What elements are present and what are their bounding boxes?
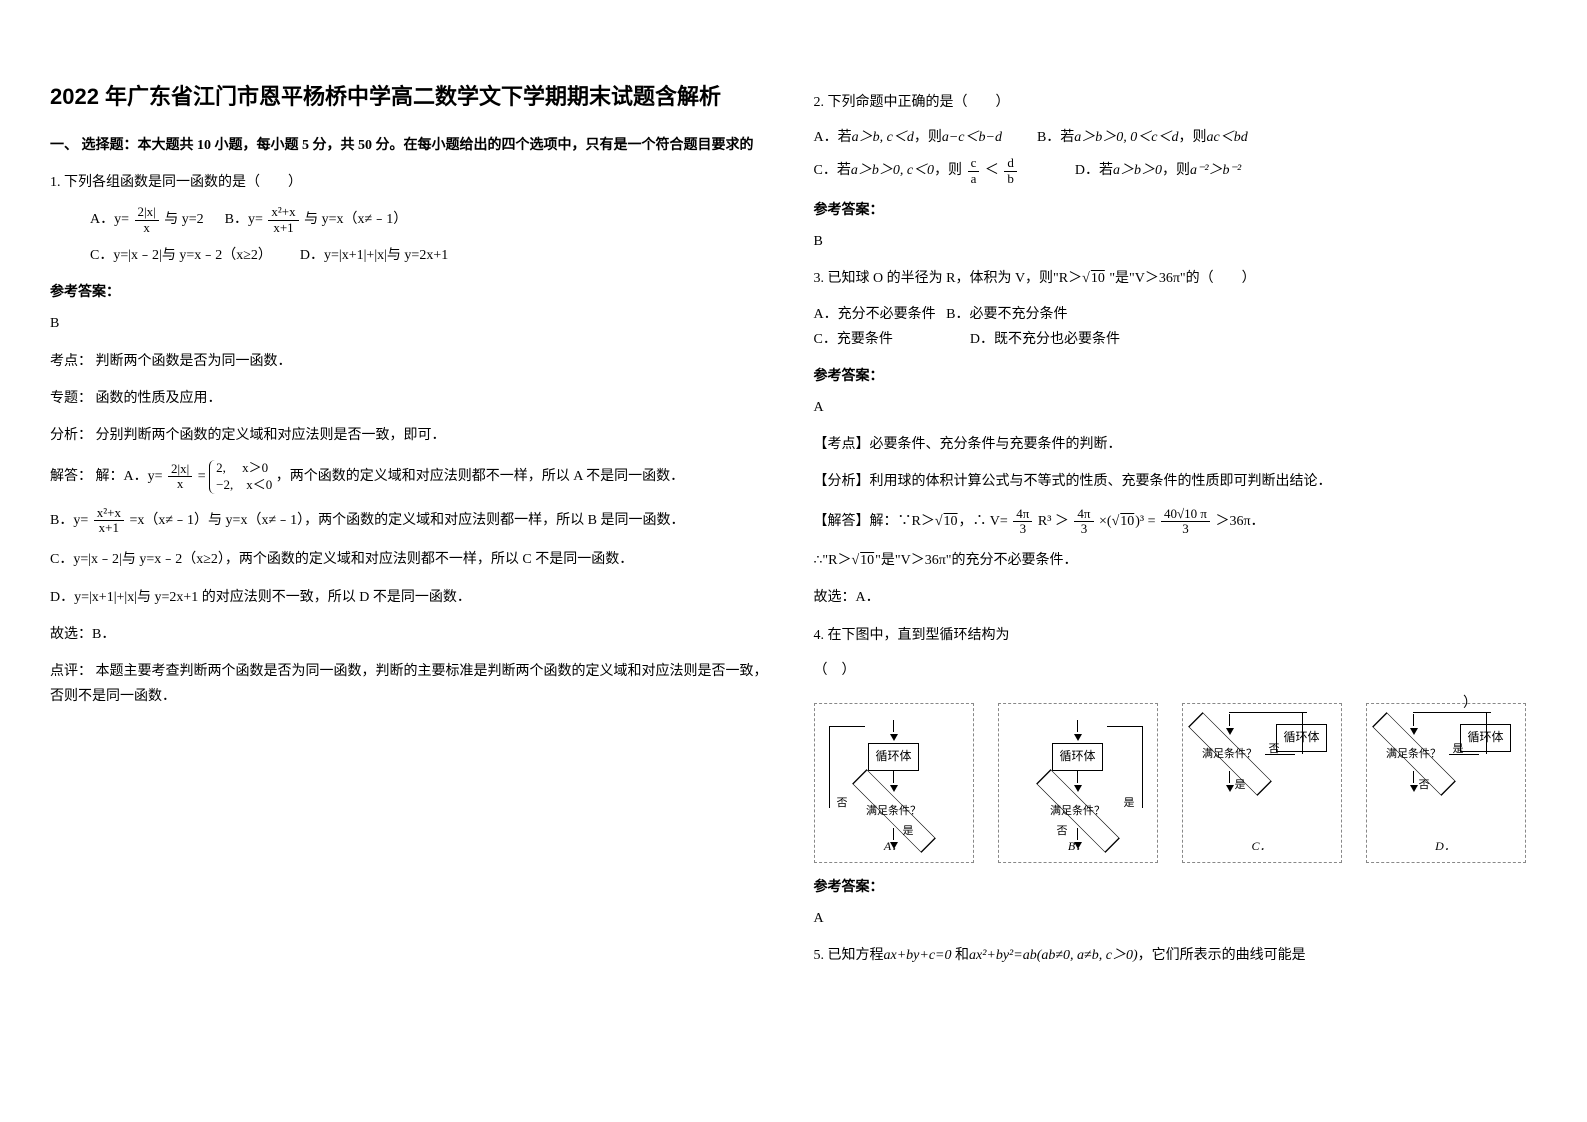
document-title: 2022 年广东省江门市恩平杨桥中学高二数学文下学期期末试题含解析 <box>50 80 774 113</box>
q3-answer-heading: 参考答案： <box>814 364 1538 389</box>
arrow-down-icon <box>890 785 898 792</box>
q1-fenxi: 分析： 分别判断两个函数的定义域和对应法则是否一致，即可． <box>50 423 774 448</box>
q2-answer: B <box>814 229 1538 254</box>
q1-expA-piecewise: 2, x＞0 −2, x＜0 <box>209 460 272 494</box>
right-column: 2. 下列命题中正确的是（ ） A．若a＞b, c＜d，则a−c＜b−d B．若… <box>814 80 1538 979</box>
flow-panel-c: 满足条件？ 循环体 否 是 C． <box>1182 703 1342 863</box>
q2-stem: 2. 下列命题中正确的是（ ） <box>814 90 1538 115</box>
q1-options-row2: C．y=|x﹣2|与 y=x﹣2（x≥2） D．y=|x+1|+|x|与 y=2… <box>90 243 774 268</box>
condition-a: 满足条件？ <box>859 794 929 828</box>
q4-answer: A <box>814 906 1538 931</box>
arrow-down-icon <box>1410 785 1418 792</box>
q3-line2: ∴"R＞√10"是"V＞36π"的充分不必要条件． <box>814 548 1538 573</box>
q2-c-frac1: ca <box>968 156 980 186</box>
q1-optA-pre: A．y= <box>90 212 129 227</box>
q1-exp-A: 解答： 解：A．y= 2|x| x = 2, x＞0 −2, x＜0 ，两个函数… <box>50 460 774 494</box>
q1-optB-frac: x²+x x+1 <box>268 205 298 235</box>
arrow-down-icon <box>1074 785 1082 792</box>
q1-stem: 1. 下列各组函数是同一函数的是（ ） <box>50 170 774 195</box>
q1-expA-frac: 2|x| x <box>168 462 192 492</box>
q1-zhuanti: 专题： 函数的性质及应用． <box>50 386 774 411</box>
page-root: 2022 年广东省江门市恩平杨桥中学高二数学文下学期期末试题含解析 一、 选择题… <box>0 0 1587 1019</box>
q1-comment: 点评： 本题主要考查判断两个函数是否为同一函数，判断的主要标准是判断两个函数的定… <box>50 659 774 709</box>
label-no-d: 否 <box>1419 776 1430 796</box>
q2-answer-heading: 参考答案： <box>814 198 1538 223</box>
q1-optB-pre: B．y= <box>225 212 263 227</box>
q1-kaodian: 考点： 判断两个函数是否为同一函数． <box>50 349 774 374</box>
q1-optA-frac: 2|x| x <box>135 205 159 235</box>
flow-panel-d: 满足条件？ 循环体 是 否 D． <box>1366 703 1526 863</box>
condition-c: 满足条件？ <box>1195 737 1265 771</box>
q1-expB-frac: x²+x x+1 <box>94 506 124 536</box>
label-no-a: 否 <box>837 794 848 814</box>
q2-row1: A．若a＞b, c＜d，则a−c＜b−d B．若a＞b＞0, 0＜c＜d，则ac… <box>814 125 1538 150</box>
q1-optC: C．y=|x﹣2|与 y=x﹣2（x≥2） <box>90 248 272 263</box>
q4-figure-wrap: ） 循环体 满足条件？ 否 是 <box>814 703 1538 863</box>
left-column: 2022 年广东省江门市恩平杨桥中学高二数学文下学期期末试题含解析 一、 选择题… <box>50 80 774 979</box>
arrow-down-icon <box>1074 734 1082 741</box>
loop-body-a: 循环体 <box>868 743 918 771</box>
q3-select: 故选：A． <box>814 585 1538 610</box>
q2-c-frac2: db <box>1004 156 1017 186</box>
q1-exp-select: 故选：B． <box>50 622 774 647</box>
q1-exp-C: C．y=|x﹣2|与 y=x﹣2（x≥2），两个函数的定义域和对应法则都不一样，… <box>50 547 774 572</box>
q1-options-row1: A．y= 2|x| x 与 y=2 B．y= x²+x x+1 与 y=x（x≠… <box>90 205 774 235</box>
panel-label-c: C． <box>1251 836 1271 858</box>
panel-label-a: A． <box>884 836 903 858</box>
q3-fenxi: 【分析】利用球的体积计算公式与不等式的性质、充要条件的性质即可判断出结论． <box>814 469 1538 494</box>
q5-stem: 5. 已知方程ax+by+c=0 和ax²+by²=ab(ab≠0, a≠b, … <box>814 943 1538 968</box>
label-yes-d: 是 <box>1453 740 1464 760</box>
q3-stem: 3. 已知球 O 的半径为 R，体积为 V，则"R＞√10 "是"V＞36π"的… <box>814 266 1538 291</box>
q3-options: A．充分不必要条件 B．必要不充分条件 C．充要条件 D．既不充分也必要条件 <box>814 302 1538 352</box>
q3-solve: 【解答】解：∵R＞√10，∴ V= 4π3 R³ ＞ 4π3 ×(√10)³ =… <box>814 507 1538 537</box>
q4-paren: （ ） <box>814 658 1538 683</box>
q1-answer: B <box>50 311 774 336</box>
q1-answer-heading: 参考答案： <box>50 280 774 305</box>
loop-body-b: 循环体 <box>1052 743 1102 771</box>
q4-flowcharts: 循环体 满足条件？ 否 是 A． <box>814 703 1538 863</box>
section-1-heading: 一、 选择题：本大题共 10 小题，每小题 5 分，共 50 分。在每小题给出的… <box>50 133 774 158</box>
arrow-down-icon <box>890 734 898 741</box>
label-no-c: 否 <box>1269 740 1280 760</box>
q1-optA-post: 与 y=2 <box>164 212 203 227</box>
q4-stem: 4. 在下图中，直到型循环结构为 <box>814 623 1538 648</box>
q1-options: A．y= 2|x| x 与 y=2 B．y= x²+x x+1 与 y=x（x≠… <box>90 205 774 268</box>
condition-d: 满足条件？ <box>1379 737 1449 771</box>
q2-row2: C．若a＞b＞0, c＜0，则 ca ＜ db D．若a＞b＞0，则a⁻²＞b⁻… <box>814 156 1538 186</box>
arrow-down-icon <box>1226 728 1234 735</box>
flow-panel-b: 循环体 满足条件？ 是 否 B． <box>998 703 1158 863</box>
q3-answer: A <box>814 395 1538 420</box>
q1-optB-post: 与 y=x（x≠﹣1） <box>304 212 407 227</box>
label-yes-b: 是 <box>1124 794 1135 814</box>
q2-options: A．若a＞b, c＜d，则a−c＜b−d B．若a＞b＞0, 0＜c＜d，则ac… <box>814 125 1538 186</box>
arrow-down-icon <box>1410 728 1418 735</box>
q4-answer-heading: 参考答案： <box>814 875 1538 900</box>
q1-exp-D: D．y=|x+1|+|x|与 y=2x+1 的对应法则不一致，所以 D 不是同一… <box>50 585 774 610</box>
q1-exp-B: B．y= x²+x x+1 =x（x≠﹣1）与 y=x（x≠﹣1），两个函数的定… <box>50 506 774 536</box>
label-yes-c: 是 <box>1235 776 1246 796</box>
q3-kaodian: 【考点】必要条件、充分条件与充要条件的判断． <box>814 432 1538 457</box>
panel-label-d: D． <box>1435 836 1456 858</box>
condition-b: 满足条件？ <box>1043 794 1113 828</box>
arrow-down-icon <box>1226 785 1234 792</box>
flow-panel-a: 循环体 满足条件？ 否 是 A． <box>814 703 974 863</box>
q1-optD: D．y=|x+1|+|x|与 y=2x+1 <box>300 248 448 263</box>
panel-label-b: B． <box>1068 836 1087 858</box>
